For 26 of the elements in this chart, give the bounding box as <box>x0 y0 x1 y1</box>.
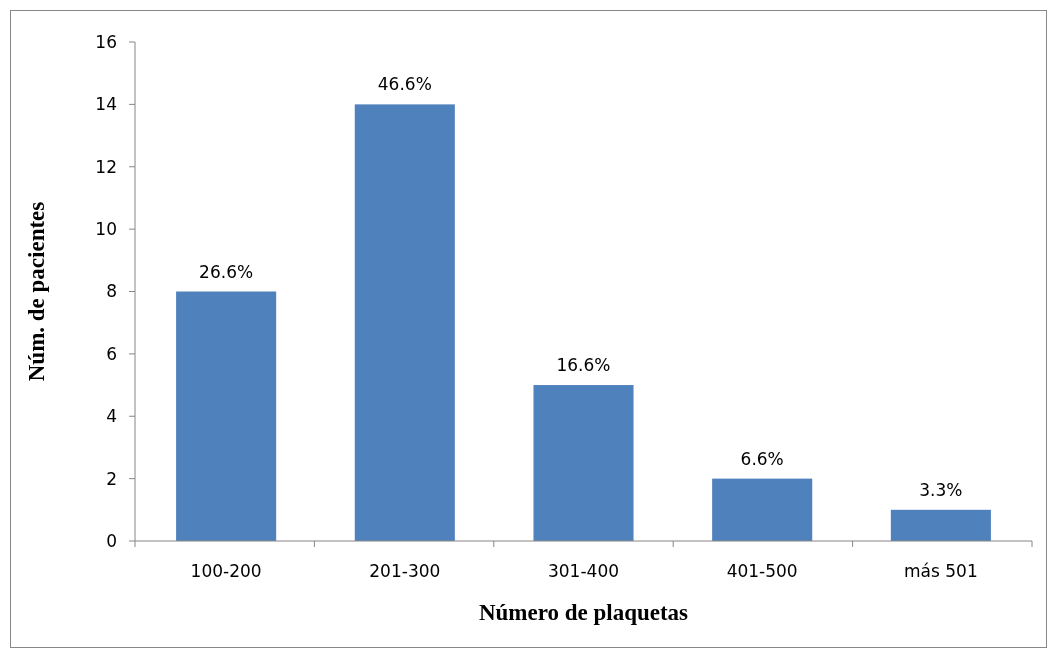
bar <box>176 291 277 541</box>
y-tick-label: 10 <box>95 219 117 240</box>
bar <box>890 509 991 541</box>
x-axis-title: Número de plaquetas <box>478 600 689 625</box>
annotation: 6.6% <box>740 448 784 469</box>
bar <box>533 385 634 541</box>
annotation: 16.6% <box>556 355 611 376</box>
y-tick-label: 14 <box>95 94 117 115</box>
y-tick-label: 8 <box>106 281 117 302</box>
x-tick-label: 301-400 <box>547 561 620 581</box>
y-axis-title: Núm. de pacientes <box>24 201 49 382</box>
y-tick-label: 4 <box>106 406 117 427</box>
y-tick-label: 0 <box>106 530 117 551</box>
annotation: 46.6% <box>377 74 432 95</box>
x-tick-label: 401-500 <box>726 561 798 581</box>
y-tick-label: 12 <box>95 156 117 177</box>
y-tick-label: 16 <box>95 31 117 52</box>
x-tick-label: 100-200 <box>190 561 262 581</box>
annotation: 3.3% <box>919 479 963 500</box>
bar <box>712 478 813 541</box>
x-tick-label: más 501 <box>904 561 978 581</box>
y-tick-label: 6 <box>106 343 117 364</box>
x-tick-label: 201-300 <box>369 561 441 581</box>
bar <box>354 104 455 541</box>
y-tick-label: 2 <box>106 468 117 489</box>
annotation: 26.6% <box>199 261 254 282</box>
